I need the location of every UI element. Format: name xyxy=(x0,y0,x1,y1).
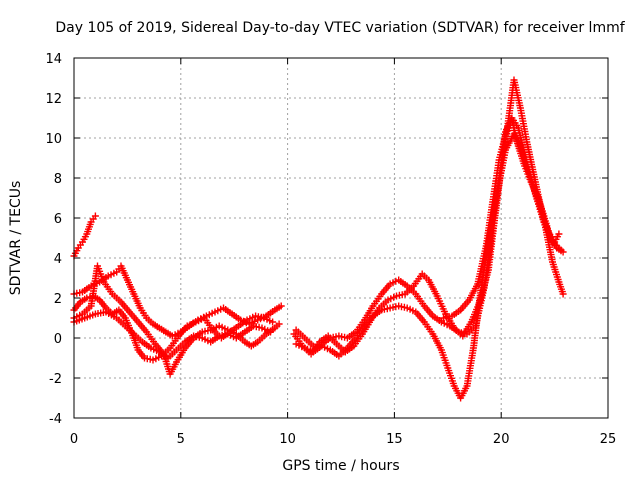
plot-frame xyxy=(73,57,609,419)
x-tick-label: 15 xyxy=(386,432,403,447)
data-point xyxy=(91,212,99,220)
y-tick-label: 4 xyxy=(54,252,62,267)
y-tick-label: -2 xyxy=(49,372,62,387)
data-series xyxy=(70,262,283,378)
x-tick-label: 0 xyxy=(70,432,78,447)
x-tick-label: 5 xyxy=(177,432,185,447)
data-series xyxy=(292,114,565,352)
y-tick-label: -4 xyxy=(49,412,62,427)
data-point xyxy=(267,328,274,336)
y-tick-label: 0 xyxy=(54,332,62,347)
axis-ticks: 0 5 10 15 20 25 -4 -2 0 2 4 6 8 10 12 14 xyxy=(45,52,616,447)
data-series xyxy=(70,308,274,362)
data-points xyxy=(70,76,567,402)
x-tick-label: 20 xyxy=(493,432,510,447)
x-axis-label: GPS time / hours xyxy=(282,458,399,474)
y-tick-label: 10 xyxy=(45,132,62,147)
x-tick-label: 10 xyxy=(279,432,296,447)
data-series xyxy=(440,116,567,322)
x-tick-label: 25 xyxy=(600,432,617,447)
data-series xyxy=(70,292,277,364)
y-tick-label: 6 xyxy=(54,212,62,227)
y-tick-label: 14 xyxy=(45,52,62,67)
y-tick-label: 8 xyxy=(54,172,62,187)
data-series xyxy=(70,212,99,260)
chart-title: Day 105 of 2019, Sidereal Day-to-day VTE… xyxy=(55,20,625,36)
data-series xyxy=(290,76,567,358)
y-axis-label: SDTVAR / TECUs xyxy=(8,181,24,296)
data-point xyxy=(269,318,277,326)
grid xyxy=(74,58,608,418)
data-point xyxy=(559,290,567,298)
y-tick-label: 2 xyxy=(54,292,62,307)
data-series xyxy=(292,130,563,402)
data-point xyxy=(83,294,91,302)
data-point xyxy=(555,230,563,238)
data-point xyxy=(275,320,283,328)
y-tick-label: 12 xyxy=(45,92,62,107)
data-point xyxy=(277,302,285,310)
data-point xyxy=(559,248,567,256)
